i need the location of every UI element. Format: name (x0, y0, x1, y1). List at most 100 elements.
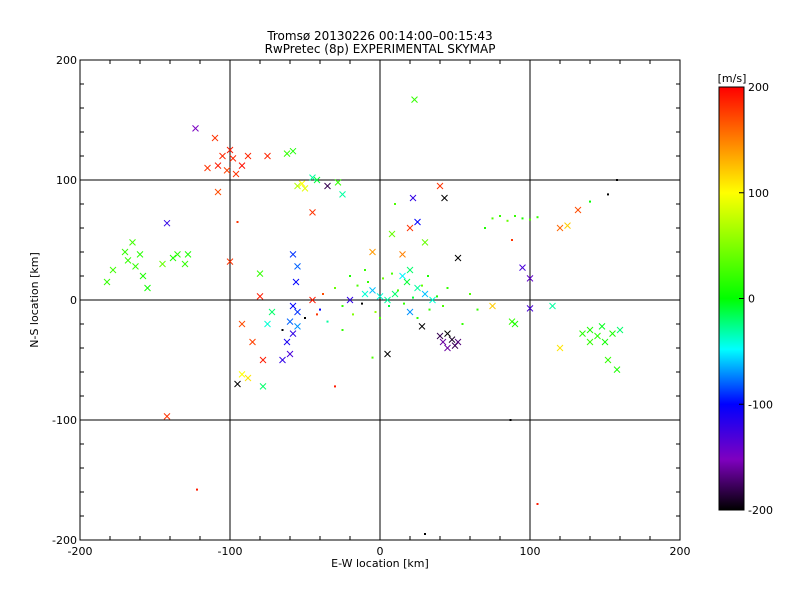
colorbar-label: [m/s] (718, 72, 747, 85)
data-point-dot (403, 302, 405, 305)
data-point-x (181, 260, 189, 268)
data-point-x (309, 296, 316, 304)
data-point-x (184, 251, 192, 258)
data-point-x (361, 290, 369, 298)
data-point-dot (281, 329, 284, 331)
data-point-x (339, 191, 346, 198)
data-point-dot (416, 317, 419, 319)
data-point-x (226, 146, 234, 154)
data-point-dot (364, 269, 366, 271)
data-point-x (411, 96, 418, 103)
data-point-dot (341, 305, 344, 307)
data-point-x (616, 326, 624, 334)
data-point-x (289, 147, 297, 155)
data-point-x (298, 180, 306, 187)
data-point-x (283, 338, 291, 346)
data-point-x (418, 323, 426, 330)
data-point-x (211, 134, 219, 142)
data-point-dot (427, 275, 429, 277)
data-point-x (391, 290, 399, 298)
data-point-x (238, 162, 246, 169)
data-point-x (574, 206, 582, 214)
data-point-x (163, 219, 171, 227)
colorbar-tick-label: -100 (748, 398, 773, 411)
data-point-dot (484, 227, 486, 229)
data-point-dot (511, 239, 513, 241)
data-point-dot (424, 533, 426, 535)
data-point-dot (421, 284, 423, 287)
x-tick-label: -200 (68, 545, 93, 558)
data-point-dot (388, 305, 390, 307)
data-point-x (132, 263, 139, 270)
data-point-x (259, 356, 267, 364)
data-point-x (609, 330, 616, 337)
data-point-x (556, 224, 564, 232)
data-point-dot (446, 287, 449, 289)
data-point-dot (499, 215, 501, 217)
data-point-dot (442, 305, 444, 307)
data-point-x (294, 308, 301, 316)
x-tick-label: 0 (377, 545, 384, 558)
data-point-x (163, 413, 171, 420)
data-point-x (121, 248, 129, 256)
data-point-dot (349, 275, 351, 277)
data-point-x (526, 305, 534, 312)
data-point-x (214, 188, 222, 196)
data-point-dot (529, 218, 531, 221)
data-point-x (556, 344, 564, 352)
colorbar-tick-label: 200 (748, 81, 769, 94)
data-point-dot (367, 281, 369, 283)
data-point-x (436, 182, 444, 190)
data-point-x (232, 170, 240, 178)
data-point-x (346, 296, 354, 304)
data-point-x (406, 266, 414, 274)
data-point-x (214, 162, 222, 169)
data-point-x (519, 264, 526, 271)
data-point-dot (521, 217, 524, 220)
data-point-dot (334, 385, 336, 388)
y-axis: -200 -100 0 100 200 (52, 54, 680, 547)
data-point-x (244, 374, 252, 382)
data-point-x (604, 356, 612, 364)
data-point-x (436, 332, 444, 340)
data-point-x (159, 260, 166, 268)
data-point-x (313, 176, 321, 184)
data-point-x (414, 284, 421, 292)
data-point-x (136, 251, 144, 258)
chart-subtitle: RwPretec (8p) EXPERIMENTAL SKYMAP (265, 42, 496, 56)
y-tick-label: 100 (56, 174, 77, 187)
data-point-x (441, 194, 448, 202)
data-point-x (601, 338, 609, 346)
data-point-x (249, 338, 256, 346)
data-point-x (448, 336, 456, 343)
data-point-x (594, 332, 601, 340)
data-point-dot (371, 356, 374, 359)
data-point-dot (491, 217, 494, 220)
data-point-dot (461, 323, 464, 325)
data-point-x (549, 302, 556, 310)
data-point-x (144, 284, 151, 292)
data-point-x (223, 167, 231, 174)
x-tick-label: 100 (520, 545, 541, 558)
y-tick-label: 0 (70, 294, 77, 307)
data-point-x (384, 350, 391, 358)
data-point-dot (394, 203, 396, 205)
y-tick-label: -100 (52, 414, 77, 427)
data-point-x (309, 209, 316, 216)
data-point-dot (379, 317, 381, 319)
data-point-x (369, 248, 376, 256)
data-point-dot (536, 216, 539, 219)
data-point-x (238, 320, 246, 328)
data-point-x (421, 290, 429, 298)
data-point-x (586, 338, 594, 346)
data-point-x (289, 251, 297, 258)
y-axis-label: N-S location [km] (28, 252, 41, 348)
data-point-x (586, 326, 594, 334)
colorbar-ticks: 200 100 0 -100 -200 (739, 81, 773, 517)
data-point-dot (341, 329, 344, 331)
data-point-x (334, 179, 342, 186)
data-point-dot (509, 419, 512, 421)
data-point-x (301, 185, 309, 192)
data-point-x (613, 366, 621, 373)
data-point-dot (469, 293, 471, 295)
